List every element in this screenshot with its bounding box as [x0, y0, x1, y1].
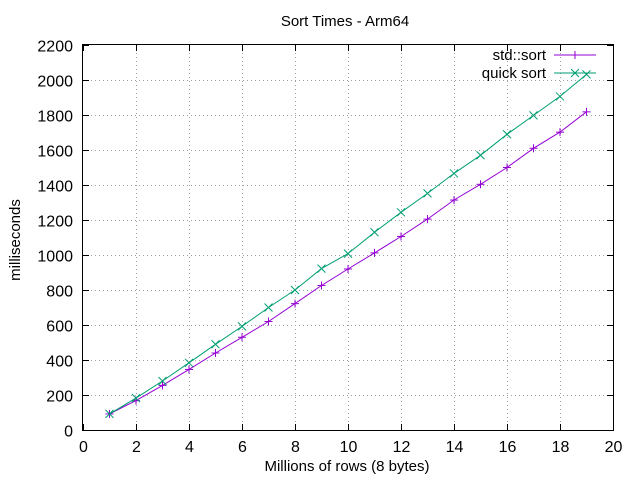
- data-point: [556, 128, 564, 137]
- data-point: [476, 180, 485, 189]
- y-tick-label: 1200: [37, 214, 73, 231]
- data-point: [211, 349, 220, 357]
- x-axis-label: Millions of rows (8 bytes): [264, 458, 429, 475]
- data-point: [582, 70, 591, 79]
- data-point: [582, 107, 591, 116]
- grid-layer: [83, 45, 613, 430]
- legend-label: std::sort: [493, 47, 547, 64]
- x-tick-label: 8: [291, 439, 300, 456]
- data-point: [158, 376, 167, 386]
- data-point: [529, 144, 538, 153]
- axis-layer: 0200400600800100012001400160018002000220…: [37, 39, 622, 457]
- data-point: [343, 249, 353, 258]
- legend-marker: [571, 51, 579, 59]
- y-tick-label: 600: [46, 319, 73, 336]
- data-point: [238, 333, 246, 342]
- y-tick-label: 2000: [37, 74, 73, 91]
- y-tick-label: 1400: [37, 179, 73, 196]
- y-tick-label: 2200: [37, 39, 73, 56]
- data-point: [476, 150, 485, 160]
- x-tick-label: 20: [605, 439, 623, 456]
- series-layer: [105, 70, 591, 419]
- data-point: [158, 381, 167, 390]
- data-point: [185, 365, 193, 374]
- data-point: [264, 303, 273, 312]
- data-point: [317, 264, 326, 274]
- x-tick-label: 0: [79, 439, 88, 456]
- plot-frame: [82, 44, 614, 431]
- x-tick-label: 10: [340, 439, 358, 456]
- y-tick-label: 1600: [37, 144, 73, 161]
- x-tick-label: 12: [393, 439, 411, 456]
- data-point: [184, 358, 194, 368]
- y-axis-label: milliseconds: [7, 199, 24, 281]
- y-tick-label: 1800: [37, 109, 73, 126]
- y-tick-label: 400: [46, 354, 73, 371]
- data-point: [423, 215, 432, 224]
- x-tick-label: 16: [499, 439, 517, 456]
- legend-label: quick sort: [482, 65, 547, 82]
- data-point: [264, 317, 273, 326]
- chart-title: Sort Times - Arm64: [281, 13, 409, 30]
- data-point: [450, 196, 458, 205]
- legend-marker: [570, 68, 580, 78]
- data-point: [105, 409, 114, 419]
- x-tick-label: 2: [132, 439, 141, 456]
- x-tick-label: 4: [185, 439, 194, 456]
- x-tick-label: 18: [552, 439, 570, 456]
- y-tick-label: 0: [64, 424, 73, 441]
- data-point: [290, 285, 300, 295]
- data-point: [423, 189, 432, 198]
- data-point: [370, 227, 379, 237]
- data-point: [291, 299, 299, 308]
- x-tick-label: 6: [238, 439, 247, 456]
- data-point: [131, 393, 141, 403]
- y-tick-label: 800: [46, 284, 73, 301]
- data-point: [529, 110, 538, 120]
- data-point: [317, 281, 326, 290]
- data-point: [237, 322, 247, 331]
- data-point: [396, 207, 406, 217]
- data-point: [397, 232, 405, 241]
- x-tick-label: 14: [446, 439, 464, 456]
- data-point: [555, 92, 565, 101]
- data-point: [344, 265, 352, 273]
- y-tick-label: 1000: [37, 249, 73, 266]
- data-point: [502, 129, 512, 139]
- data-point: [370, 248, 379, 257]
- data-point: [503, 163, 511, 172]
- y-tick-label: 200: [46, 389, 73, 406]
- data-point: [449, 169, 459, 178]
- data-point: [211, 339, 220, 349]
